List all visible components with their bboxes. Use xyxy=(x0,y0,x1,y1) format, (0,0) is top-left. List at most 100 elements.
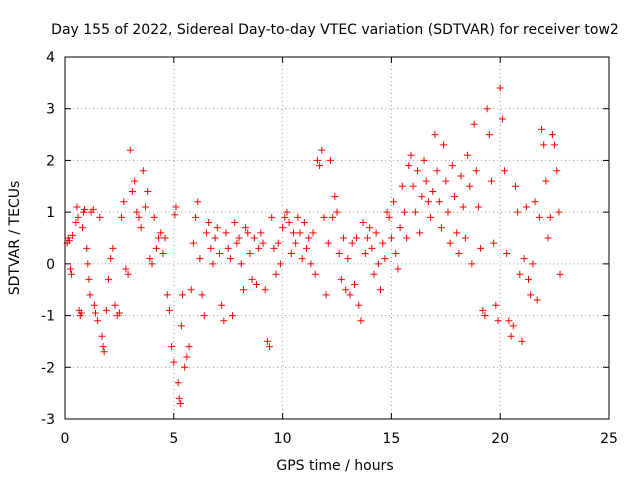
data-point xyxy=(194,198,202,206)
data-point xyxy=(244,229,252,237)
data-point xyxy=(189,239,197,247)
data-point xyxy=(135,213,143,221)
y-axis: -3 -2 -1 0 1 2 3 4 xyxy=(41,50,609,428)
data-point xyxy=(361,250,369,258)
data-point xyxy=(501,167,509,175)
data-point xyxy=(496,84,504,92)
data-point xyxy=(231,218,239,226)
data-point xyxy=(540,141,548,149)
data-point xyxy=(535,213,543,221)
data-point xyxy=(529,260,537,268)
data-point xyxy=(407,151,415,159)
data-point xyxy=(363,234,371,242)
data-point xyxy=(239,286,247,294)
data-point xyxy=(542,177,550,185)
data-point xyxy=(185,343,193,351)
data-point xyxy=(187,286,195,294)
data-point xyxy=(109,244,117,252)
data-point xyxy=(181,363,189,371)
data-point xyxy=(335,250,343,258)
data-point xyxy=(255,244,263,252)
data-point xyxy=(431,131,439,139)
data-point xyxy=(414,167,422,175)
data-series xyxy=(63,84,564,407)
data-point xyxy=(229,312,237,320)
data-point xyxy=(250,234,258,242)
data-point xyxy=(516,270,524,278)
y-tick-label: 0 xyxy=(46,257,55,273)
data-point xyxy=(313,156,321,164)
data-point xyxy=(139,167,147,175)
data-point xyxy=(446,239,454,247)
data-point xyxy=(175,394,183,402)
data-point xyxy=(379,239,387,247)
data-point xyxy=(157,229,165,237)
data-point xyxy=(102,306,110,314)
data-point xyxy=(235,234,243,242)
data-point xyxy=(531,198,539,206)
data-point xyxy=(381,255,389,263)
data-point xyxy=(90,301,98,309)
data-point xyxy=(548,131,556,139)
data-point xyxy=(459,203,467,211)
data-point xyxy=(490,239,498,247)
y-tick-label: 1 xyxy=(46,205,55,221)
data-point xyxy=(73,203,81,211)
data-point xyxy=(222,229,230,237)
x-tick-label: 10 xyxy=(274,431,292,447)
data-point xyxy=(300,218,308,226)
data-point xyxy=(237,260,245,268)
data-point xyxy=(298,255,306,263)
data-point xyxy=(420,156,428,164)
data-point xyxy=(307,260,315,268)
data-point xyxy=(390,198,398,206)
data-point xyxy=(66,265,74,273)
data-point xyxy=(444,208,452,216)
data-point xyxy=(350,281,358,289)
data-point xyxy=(424,198,432,206)
data-point xyxy=(94,317,102,325)
data-point xyxy=(183,353,191,361)
data-point xyxy=(296,229,304,237)
data-point xyxy=(171,211,179,219)
data-point xyxy=(520,255,528,263)
data-point xyxy=(318,146,326,154)
data-point xyxy=(405,162,413,170)
data-point xyxy=(348,239,356,247)
data-point xyxy=(435,198,443,206)
data-point xyxy=(279,224,287,232)
data-point xyxy=(213,224,221,232)
data-point xyxy=(99,343,107,351)
data-point xyxy=(192,213,200,221)
data-point xyxy=(85,275,93,283)
data-point xyxy=(285,218,293,226)
data-point xyxy=(511,182,519,190)
data-point xyxy=(146,255,154,263)
data-point xyxy=(152,244,160,252)
data-point xyxy=(148,260,156,268)
data-point xyxy=(409,182,417,190)
data-point xyxy=(455,250,463,258)
data-point xyxy=(398,182,406,190)
data-point xyxy=(72,218,80,226)
data-point xyxy=(498,115,506,123)
grid xyxy=(65,57,609,419)
data-point xyxy=(311,270,319,278)
data-point xyxy=(137,224,145,232)
data-point xyxy=(276,260,284,268)
data-point xyxy=(270,244,278,252)
data-point xyxy=(252,281,260,289)
y-tick-label: -3 xyxy=(41,412,55,428)
data-point xyxy=(509,322,517,330)
data-point xyxy=(505,317,513,325)
data-point xyxy=(320,213,328,221)
data-point xyxy=(555,208,563,216)
data-point xyxy=(161,234,169,242)
plot-frame xyxy=(64,56,610,420)
data-point xyxy=(81,206,89,214)
data-point xyxy=(374,260,382,268)
data-point xyxy=(131,177,139,185)
x-axis: 0 5 10 15 20 25 xyxy=(61,57,618,447)
data-point xyxy=(176,399,184,407)
data-point xyxy=(266,343,274,351)
